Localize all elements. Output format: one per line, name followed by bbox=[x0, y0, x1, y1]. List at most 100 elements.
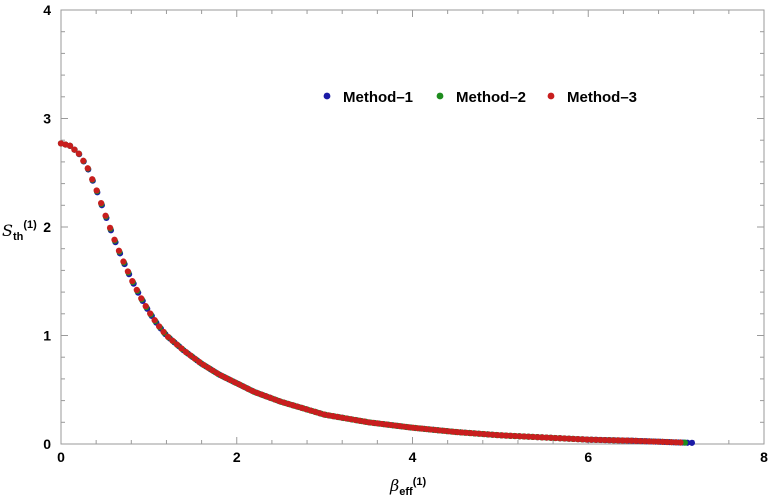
data-point bbox=[182, 348, 189, 356]
data-point bbox=[485, 431, 492, 438]
data-point bbox=[681, 439, 689, 446]
x-tick-label: 4 bbox=[409, 449, 417, 465]
data-point bbox=[588, 436, 595, 443]
data-point bbox=[659, 438, 666, 445]
data-point bbox=[641, 438, 648, 445]
x-tick-label: 2 bbox=[233, 449, 241, 465]
data-point bbox=[606, 437, 613, 444]
x-tick-label: 6 bbox=[584, 449, 592, 465]
y-axis-label-symbol: S bbox=[2, 221, 13, 240]
data-point bbox=[508, 432, 515, 439]
y-tick-label: 1 bbox=[43, 328, 51, 344]
data-point bbox=[178, 345, 185, 352]
data-point bbox=[512, 432, 519, 440]
plot-frame bbox=[60, 9, 765, 445]
data-point bbox=[423, 426, 430, 433]
data-point bbox=[668, 439, 675, 446]
data-point bbox=[200, 361, 207, 369]
data-point bbox=[441, 427, 448, 434]
data-point bbox=[672, 439, 680, 446]
data-point bbox=[610, 437, 617, 444]
data-point bbox=[124, 268, 131, 275]
data-point bbox=[164, 333, 172, 340]
data-point bbox=[525, 433, 533, 440]
data-point bbox=[98, 200, 105, 207]
data-point bbox=[543, 434, 550, 441]
data-point bbox=[209, 367, 216, 374]
data-point bbox=[459, 429, 466, 436]
y-tick-label: 3 bbox=[43, 111, 51, 127]
data-point bbox=[454, 429, 461, 436]
plot-border bbox=[60, 9, 765, 445]
data-point bbox=[89, 176, 96, 183]
legend-marker bbox=[436, 92, 444, 100]
data-point bbox=[418, 425, 426, 432]
data-point bbox=[133, 286, 140, 293]
data-point bbox=[570, 435, 577, 443]
x-tick-label: 0 bbox=[57, 449, 65, 465]
data-point bbox=[142, 303, 149, 310]
data-point bbox=[169, 337, 176, 344]
data-point bbox=[548, 434, 555, 441]
series-2 bbox=[57, 140, 689, 446]
data-point bbox=[173, 341, 180, 348]
data-point bbox=[191, 355, 198, 362]
data-point bbox=[557, 435, 564, 442]
data-point bbox=[632, 437, 640, 444]
data-point bbox=[129, 277, 136, 285]
data-point bbox=[84, 165, 91, 172]
data-point bbox=[66, 142, 74, 149]
data-point bbox=[530, 433, 537, 441]
data-point bbox=[414, 425, 421, 432]
data-point bbox=[619, 437, 626, 444]
series-3 bbox=[57, 140, 684, 446]
data-point bbox=[410, 424, 417, 431]
data-point bbox=[561, 435, 568, 442]
data-point bbox=[503, 432, 510, 439]
data-point bbox=[688, 439, 696, 446]
x-axis-label-superscript: (1) bbox=[413, 476, 427, 488]
data-point bbox=[115, 247, 123, 254]
x-axis-label: βeff(1) bbox=[389, 476, 426, 498]
legend-marker bbox=[323, 92, 331, 100]
data-point bbox=[463, 429, 470, 436]
data-point bbox=[583, 436, 591, 443]
data-point bbox=[204, 364, 212, 371]
data-point bbox=[71, 146, 78, 153]
data-point bbox=[80, 157, 87, 164]
y-axis-label-subscript: th bbox=[13, 231, 24, 243]
data-point bbox=[579, 436, 586, 443]
data-point bbox=[552, 434, 559, 442]
legend-label: Method–2 bbox=[456, 89, 526, 106]
data-point bbox=[490, 431, 497, 438]
data-point bbox=[120, 258, 127, 265]
y-tick-label: 2 bbox=[43, 219, 51, 235]
data-point bbox=[196, 358, 203, 366]
data-point bbox=[494, 432, 501, 439]
data-point bbox=[432, 426, 439, 434]
y-axis-ticks: 0 1 2 3 4 bbox=[43, 2, 764, 452]
data-point bbox=[628, 437, 635, 444]
data-point bbox=[445, 428, 452, 435]
data-point bbox=[677, 439, 684, 446]
data-point bbox=[650, 438, 657, 445]
data-point bbox=[111, 236, 118, 243]
data-point bbox=[637, 437, 644, 445]
data-point bbox=[623, 437, 631, 444]
data-point bbox=[450, 428, 457, 435]
data-point bbox=[93, 187, 100, 194]
data-points bbox=[57, 140, 696, 446]
data-point bbox=[664, 438, 671, 446]
y-axis-label-superscript: (1) bbox=[23, 219, 37, 231]
data-point bbox=[481, 431, 488, 438]
data-point bbox=[472, 430, 479, 437]
x-axis-label-symbol: β bbox=[389, 476, 399, 495]
data-point bbox=[427, 426, 435, 433]
y-tick-label: 0 bbox=[43, 436, 51, 452]
data-point bbox=[187, 352, 194, 359]
y-tick-label: 4 bbox=[43, 2, 51, 18]
data-point bbox=[646, 438, 653, 445]
data-point bbox=[499, 432, 506, 439]
data-point bbox=[574, 436, 582, 443]
data-point bbox=[467, 430, 475, 437]
